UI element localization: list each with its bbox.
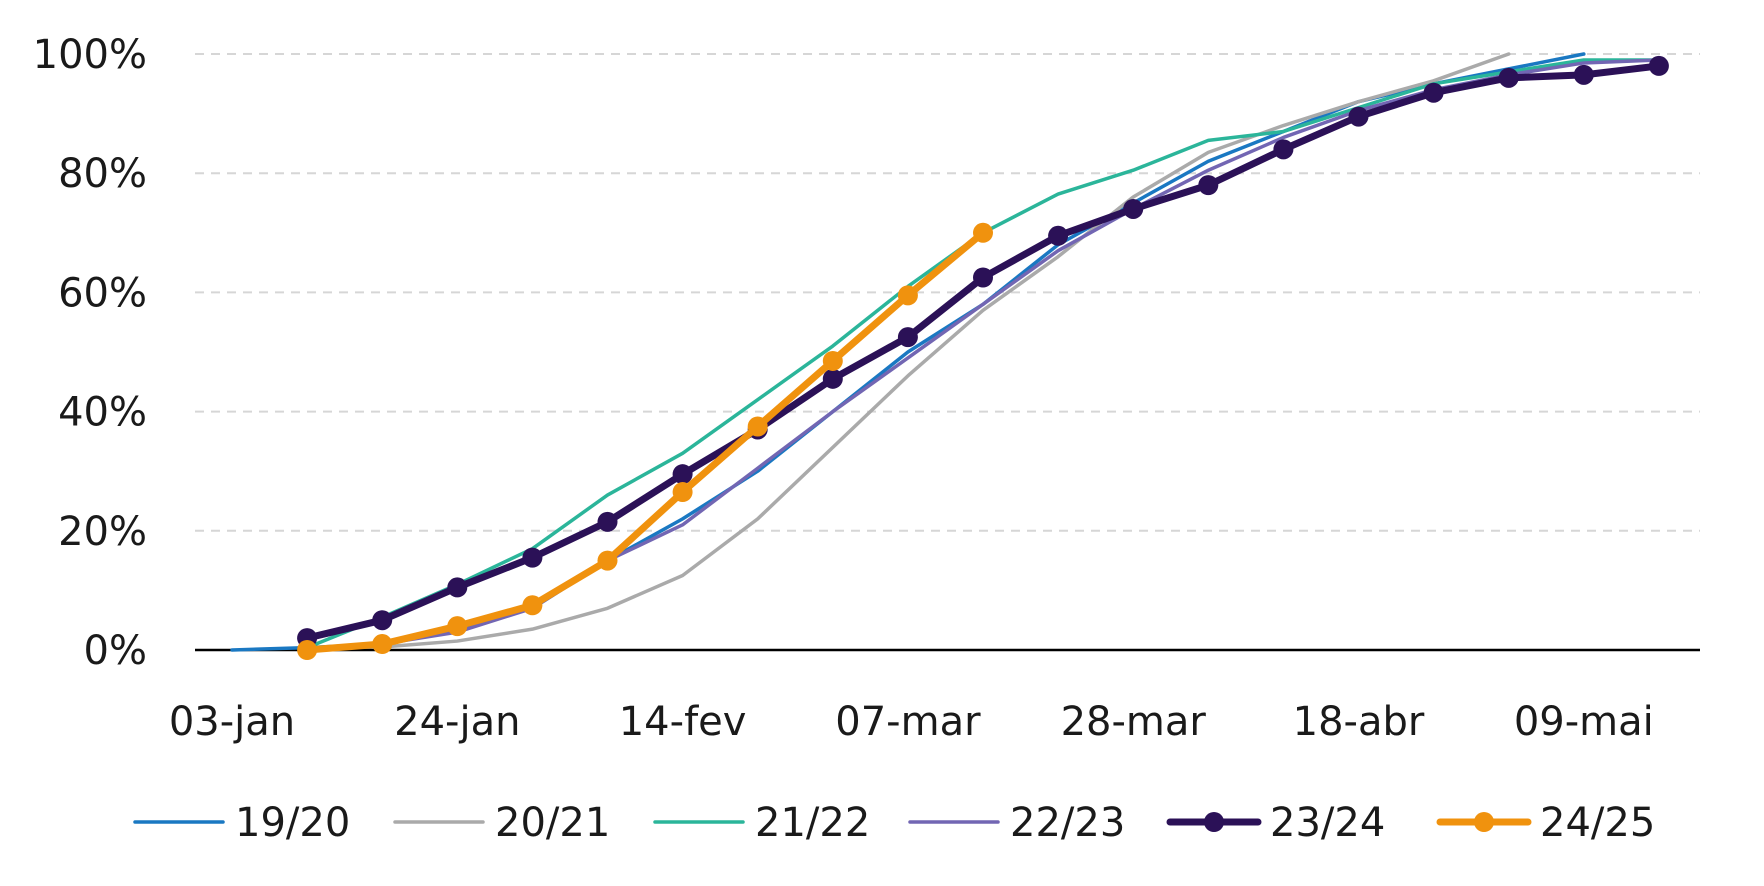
y-tick-label: 0%: [84, 628, 147, 674]
data-point-23-24: [597, 511, 618, 532]
y-tick-label: 40%: [58, 390, 147, 436]
x-tick-label: 03-jan: [169, 699, 295, 745]
data-point-23-24: [1273, 139, 1294, 160]
data-point-23-24: [372, 610, 393, 631]
data-point-23-24: [897, 327, 918, 348]
series-line-20-21: [380, 52, 1511, 649]
data-point-24-25: [297, 640, 318, 660]
x-tick-label: 14-fev: [619, 699, 747, 745]
data-point-23-24: [1123, 198, 1144, 219]
data-point-23-24: [1348, 106, 1369, 127]
data-point-23-24: [1198, 175, 1219, 196]
series-line-19-20: [230, 52, 1586, 652]
legend-item-23-24: 23/24: [1166, 800, 1385, 846]
legend-item-24-25: 24/25: [1436, 800, 1655, 846]
data-point-23-24: [447, 577, 468, 598]
y-tick-label: 100%: [33, 32, 147, 78]
legend-marker: [1204, 812, 1224, 832]
data-point-23-24: [672, 464, 693, 485]
legend-label: 24/25: [1540, 800, 1655, 846]
data-point-24-25: [522, 595, 543, 616]
legend-marker: [1474, 812, 1494, 832]
data-point-24-25: [672, 482, 693, 503]
data-point-24-25: [447, 616, 468, 637]
series-line-21-22: [305, 58, 1661, 650]
data-point-23-24: [1048, 225, 1069, 246]
legend-item-22-23: 22/23: [908, 800, 1125, 846]
legend-item-21-22: 21/22: [653, 800, 870, 846]
data-point-24-25: [973, 222, 993, 243]
legend-item-19-20: 19/20: [133, 800, 350, 846]
x-tick-label: 09-mai: [1514, 699, 1654, 745]
x-tick-label: 28-mar: [1061, 699, 1207, 745]
y-tick-label: 60%: [58, 270, 147, 316]
data-point-23-24: [1498, 67, 1519, 88]
data-point-24-25: [372, 634, 393, 655]
data-point-23-24: [822, 368, 843, 389]
y-tick-label: 80%: [58, 151, 147, 197]
data-point-24-25: [822, 350, 843, 371]
data-point-23-24: [522, 547, 543, 568]
data-point-24-25: [747, 416, 768, 437]
tick-labels: 0% 20% 40% 60% 80% 100% 03-jan 24-jan 14-fev 07-m…: [33, 32, 1654, 745]
x-tick-label: 07-mar: [835, 699, 981, 745]
legend-label: 23/24: [1270, 800, 1385, 846]
series-lines: [230, 52, 1669, 660]
data-point-23-24: [1648, 55, 1669, 76]
legend-item-20-21: 20/21: [393, 800, 610, 846]
legend-label: 22/23: [1010, 800, 1125, 846]
y-tick-label: 20%: [58, 509, 147, 555]
data-point-24-25: [597, 550, 618, 571]
data-point-24-25: [897, 285, 918, 306]
legend-label: 20/21: [495, 800, 610, 846]
series-line-22-23: [305, 58, 1661, 652]
data-point-23-24: [973, 267, 993, 288]
legend-label: 21/22: [755, 800, 870, 846]
data-point-23-24: [1423, 82, 1444, 103]
data-point-23-24: [1573, 64, 1594, 85]
x-tick-label: 18-abr: [1293, 699, 1425, 745]
x-tick-label: 24-jan: [394, 699, 520, 745]
series-line-24-25: [303, 229, 987, 654]
legend: 19/20 20/21 21/22 22/23 23/24 24/25: [133, 800, 1655, 846]
series-line-23-24: [303, 62, 1663, 642]
legend-label: 19/20: [235, 800, 350, 846]
gridlines: [195, 53, 1700, 532]
